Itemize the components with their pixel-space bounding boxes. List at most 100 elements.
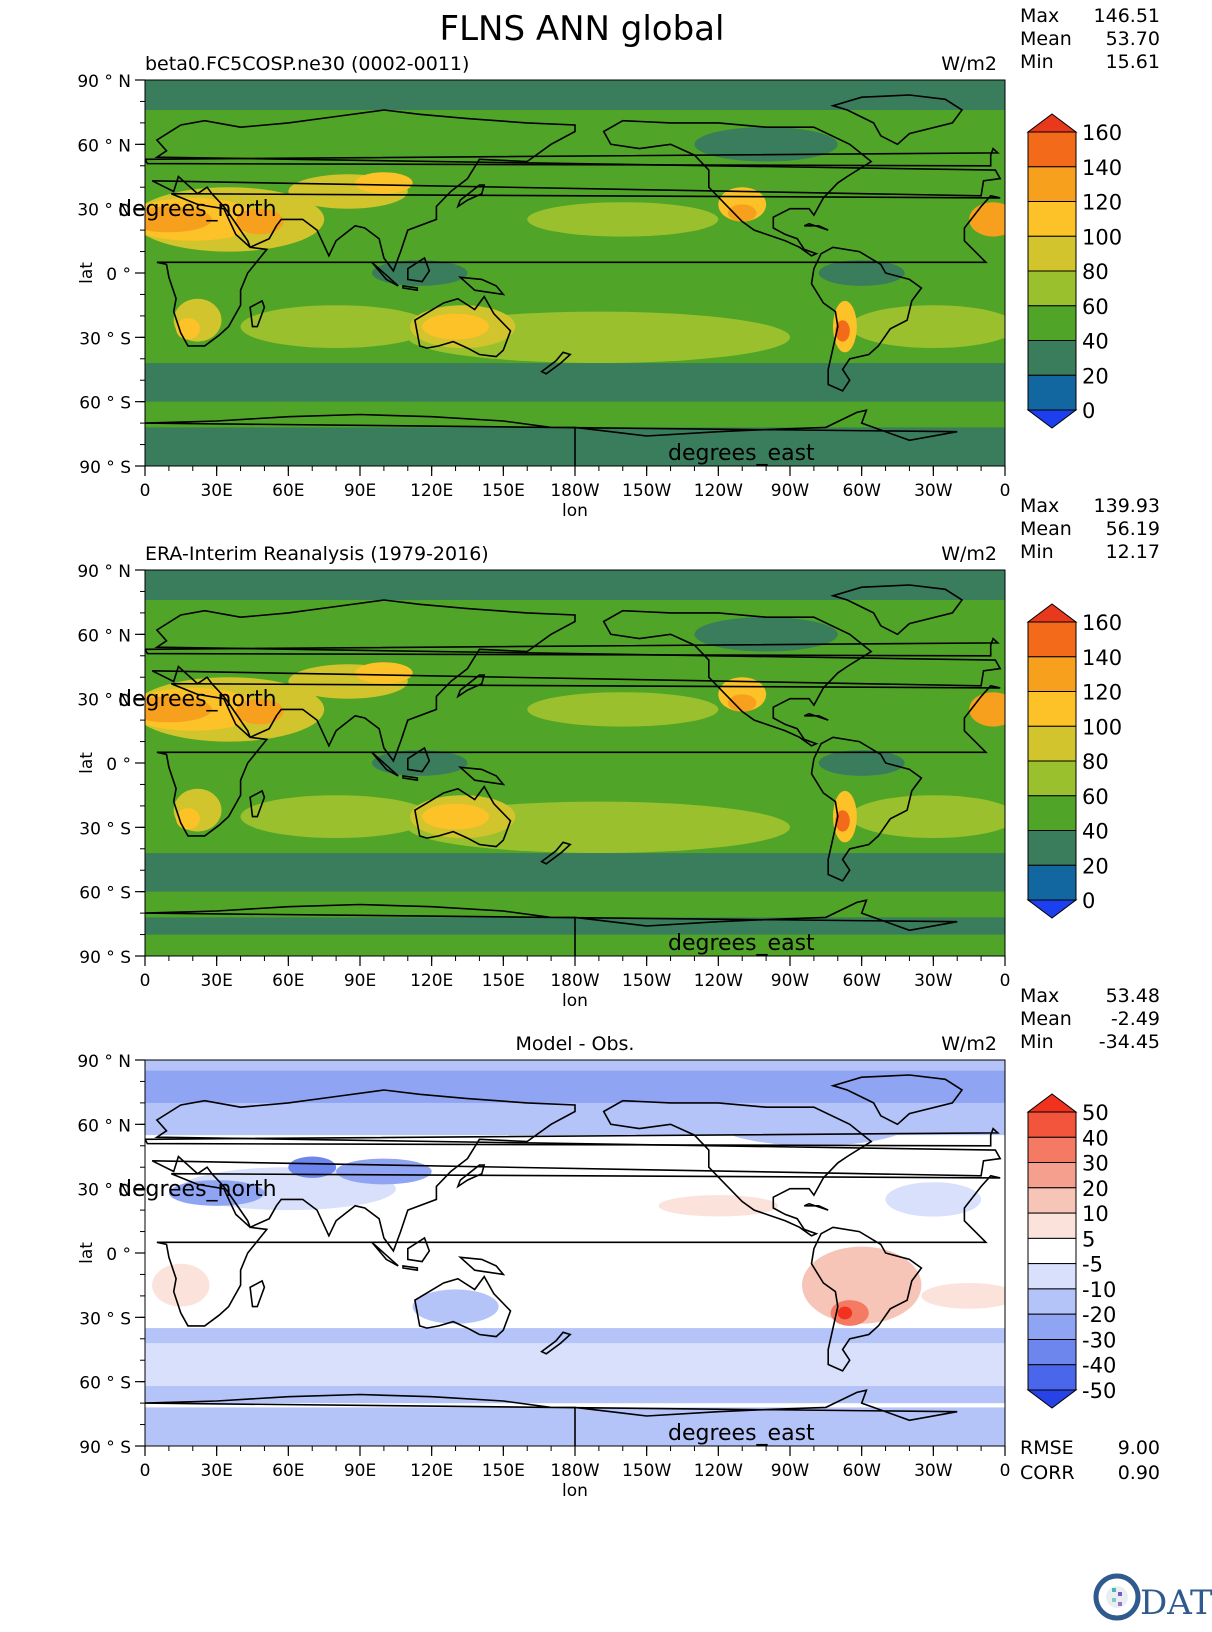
coastline [402, 774, 419, 782]
lon-tick-label: 60W [842, 1461, 881, 1481]
colorbar-label: 160 [1082, 611, 1122, 635]
colorbar-label: 5 [1082, 1227, 1095, 1251]
stat-label: Mean [1020, 28, 1072, 50]
colorbar-label: 140 [1082, 156, 1122, 180]
coastline [456, 674, 486, 699]
stat-label: Max [1020, 495, 1059, 517]
colorbar-label: -40 [1082, 1354, 1116, 1378]
coastline [457, 766, 506, 786]
coastline [803, 222, 829, 231]
coastline [371, 261, 399, 287]
canada [694, 127, 838, 162]
colorbar-label: 0 [1082, 889, 1095, 913]
lat-tick-label: 90 ° S [79, 948, 131, 968]
coastline [810, 246, 923, 392]
subtropical-atlantic [849, 305, 1005, 348]
panel-units: W/m2 [941, 543, 997, 565]
canada [694, 617, 838, 652]
stat-value: 53.48 [1106, 985, 1160, 1007]
colorbar-label: 40 [1082, 820, 1109, 844]
coastline [414, 785, 512, 848]
coastline [540, 351, 572, 375]
australia-core [422, 803, 489, 830]
southern-ocean-band [145, 1343, 1005, 1386]
lon-tick-label: 0 [1000, 1461, 1011, 1481]
colorbar-bin [1027, 340, 1077, 376]
coastline [151, 1089, 1002, 1253]
lon-tick-label: 30E [200, 1461, 232, 1481]
lon-tick-label: 30E [200, 971, 232, 991]
lon-tick-label: 150W [622, 971, 671, 991]
colorbar-bin [1027, 201, 1077, 237]
coastline [145, 899, 958, 956]
colorbar-bin [1027, 270, 1077, 307]
colorbar-bin [1027, 131, 1077, 168]
colorbar-bin [1027, 305, 1077, 342]
y-axis-label: lat [77, 752, 97, 774]
lon-tick-label: 0 [140, 481, 151, 501]
colorbar-bin [1027, 621, 1077, 658]
southern-ocean-band [145, 401, 1005, 428]
coastline [830, 94, 964, 146]
lat-tick-label: 30 ° S [79, 1309, 131, 1329]
mexico-desert [727, 204, 757, 222]
logo-text: DAT [1140, 1583, 1212, 1623]
lat-tick-label: 30 ° N [77, 1181, 131, 1201]
lat-tick-label: 60 ° N [77, 1116, 131, 1136]
colorbar-top-arrow [1026, 1093, 1078, 1113]
lon-tick-label: 150W [622, 481, 671, 501]
coastline [406, 256, 431, 283]
north-pacific [527, 202, 719, 237]
lat-annotation: degrees_north [118, 687, 277, 712]
lat-tick-label: 90 ° N [77, 1052, 131, 1072]
x-axis-label: lon [562, 991, 588, 1011]
colorbar-label: -5 [1082, 1253, 1103, 1277]
lat-tick-label: 30 ° N [77, 691, 131, 711]
arctic-band [145, 80, 1005, 110]
lon-tick-label: 150E [482, 1461, 525, 1481]
gobi [355, 172, 413, 194]
arabia [235, 208, 284, 235]
colorbar-label: 50 [1082, 1101, 1109, 1125]
coastline [156, 682, 1001, 837]
stat-label: Mean [1020, 1008, 1072, 1030]
southern-ocean-band [145, 891, 1005, 918]
lon-tick-label: 120W [694, 481, 743, 501]
colorbar-label: -20 [1082, 1303, 1116, 1327]
lon-annotation: degrees_east [668, 441, 815, 466]
lon-tick-label: 0 [1000, 481, 1011, 501]
x-axis-label: lon [562, 1481, 588, 1501]
lat-tick-label: 60 ° N [77, 136, 131, 156]
x-axis-label: lon [562, 501, 588, 521]
arabia [235, 698, 284, 725]
colorbar-label: 140 [1082, 646, 1122, 670]
colorbar-bin [1027, 1339, 1077, 1366]
coastline [249, 1279, 266, 1308]
coastline [540, 841, 572, 865]
lat-tick-label: 60 ° S [79, 394, 131, 414]
lat-tick-label: 0 ° [106, 755, 131, 775]
lat-tick-label: 60 ° N [77, 626, 131, 646]
andes-max [837, 1306, 853, 1320]
colorbar-label: 160 [1082, 121, 1122, 145]
map-panel-diff: Model - Obs. W/m2 Max 53.48 Mean -2.49 Min -34.… [77, 985, 1160, 1501]
colorbar-bin [1027, 1313, 1077, 1340]
coastline [810, 1226, 923, 1372]
colorbar-bin [1027, 1212, 1077, 1239]
y-axis-label: lat [77, 262, 97, 284]
coastline [156, 1172, 1001, 1327]
colorbar-bin [1027, 1111, 1077, 1138]
lon-tick-label: 90W [771, 971, 810, 991]
colorbar-label: 0 [1082, 399, 1095, 423]
stat-value: 56.19 [1106, 518, 1160, 540]
coastline [414, 295, 512, 358]
colorbar-top-arrow [1026, 113, 1078, 133]
coastline [402, 284, 419, 292]
lon-tick-label: 30E [200, 481, 232, 501]
lon-tick-label: 90W [771, 1461, 810, 1481]
coastline [145, 147, 1000, 167]
colorbar: 160 140 120 100 80 60 40 20 0 [1026, 113, 1122, 429]
colorbar-bin [1027, 864, 1077, 901]
colorbar-bin [1027, 374, 1077, 411]
stat-value: 15.61 [1106, 51, 1160, 73]
